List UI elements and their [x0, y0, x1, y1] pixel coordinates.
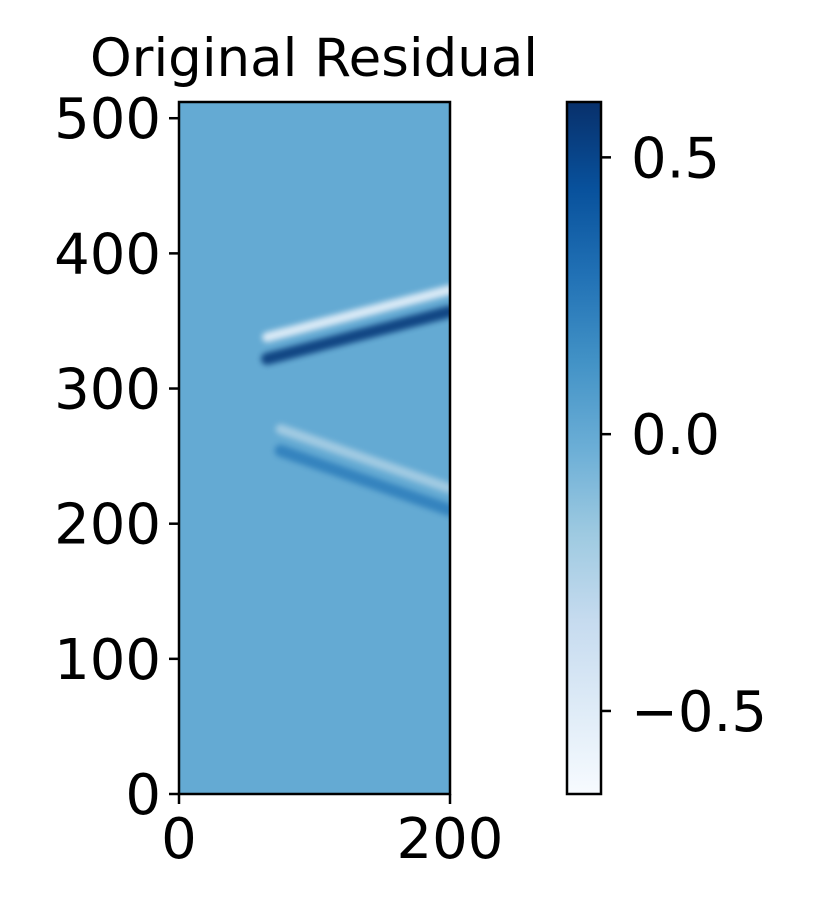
plot-frame — [177, 100, 452, 796]
y-tick-label: 100 — [54, 628, 161, 693]
heatmap-feature-positive-1 — [274, 444, 450, 517]
heatmap-feature-negative-0 — [262, 284, 450, 343]
x-axis: 0 200 — [161, 794, 503, 872]
heatmap-feature-positive-0 — [261, 305, 450, 365]
y-tick-label: 0 — [125, 763, 161, 828]
y-axis: 0 100 200 300 400 500 — [54, 87, 179, 828]
y-tick-label: 300 — [54, 358, 161, 423]
x-tick-label: 200 — [397, 807, 504, 872]
colorbar-tick-label: 0.5 — [631, 126, 720, 191]
colorbar-tick-label: −0.5 — [631, 680, 767, 745]
heatmap-background — [179, 102, 450, 794]
colorbar — [565, 100, 603, 796]
x-tick-label: 0 — [161, 807, 197, 872]
colorbar-axis: 0.5 0.0 −0.5 — [601, 126, 767, 745]
colorbar-tick-label: 0.0 — [631, 403, 720, 468]
y-tick-label: 200 — [54, 493, 161, 558]
chart-title: Original Residual — [90, 28, 538, 89]
heatmap-image — [179, 102, 450, 794]
y-tick-label: 400 — [54, 222, 161, 287]
y-tick-label: 500 — [54, 87, 161, 152]
heatmap-feature-negative-1 — [275, 424, 450, 494]
